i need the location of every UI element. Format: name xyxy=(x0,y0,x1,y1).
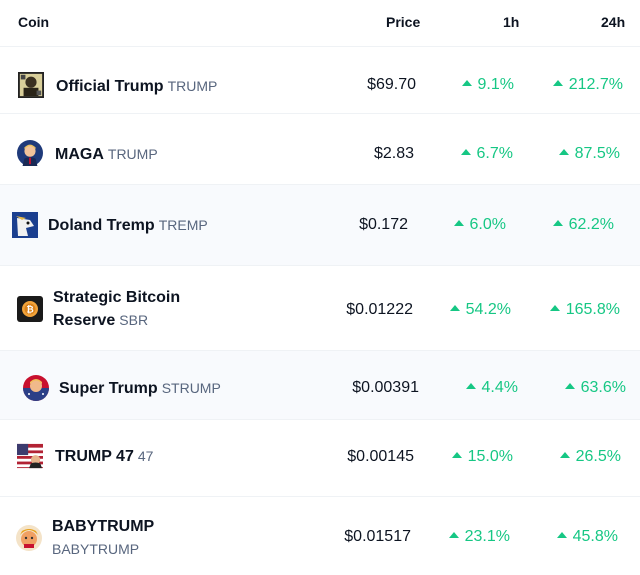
coin-name: Doland Tremp TREMP xyxy=(48,216,208,234)
change-24h: 45.8% xyxy=(518,528,618,546)
coin-cell[interactable]: ₿ Strategic Bitcoin Reserve SBR xyxy=(17,286,180,332)
coin-symbol: STRUMP xyxy=(161,379,221,396)
change-1h: 4.4% xyxy=(418,379,518,397)
coin-price: $2.83 xyxy=(373,145,414,162)
coin-cell[interactable]: Super Trump STRUMP xyxy=(23,375,221,401)
coin-price: $0.00391 xyxy=(352,379,419,396)
coin-symbol: TRUMP xyxy=(167,77,218,94)
caret-up-icon xyxy=(556,531,567,538)
svg-text:₿: ₿ xyxy=(26,305,33,316)
coin-cell[interactable]: MAGA TRUMP xyxy=(17,140,158,168)
table-row[interactable]: MAGA TRUMP $2.83 6.7% 87.5% xyxy=(0,114,640,185)
coin-name: MAGA TRUMP xyxy=(55,145,158,163)
table-row[interactable]: ₿ Strategic Bitcoin Reserve SBR $0.01222 5… xyxy=(0,266,640,351)
change-1h: 9.1% xyxy=(414,76,514,94)
table-row[interactable]: Doland Tremp TREMP $0.172 6.0% 62.2% xyxy=(0,185,640,266)
coin-name: Strategic Bitcoin Reserve SBR xyxy=(53,289,181,329)
coin-symbol: TREMP xyxy=(158,216,208,233)
caret-up-icon xyxy=(559,451,570,458)
coin-price: $0.172 xyxy=(359,216,408,233)
coin-symbol: SBR xyxy=(119,312,149,328)
caret-up-icon xyxy=(453,219,464,226)
change-24h: 26.5% xyxy=(521,448,621,466)
table-row[interactable]: Super Trump STRUMP $0.00391 4.4% 63.6% xyxy=(0,351,640,420)
coin-price: $69.70 xyxy=(367,76,416,93)
coin-symbol: 47 xyxy=(137,447,154,464)
coin-name: BABYTRUMP BABYTRUMP xyxy=(52,515,154,561)
table-row[interactable]: BABYTRUMP BABYTRUMP $0.01517 23.1% 45.8% xyxy=(0,497,640,575)
coin-cell[interactable]: Official Trump TRUMP xyxy=(18,72,217,100)
coin-name: Official Trump TRUMP xyxy=(56,77,218,95)
table-row[interactable]: Official Trump TRUMP $69.70 9.1% 212.7% xyxy=(0,47,640,114)
caret-up-icon xyxy=(552,79,563,86)
coin-cell[interactable]: BABYTRUMP BABYTRUMP xyxy=(16,515,154,561)
coin-symbol: TRUMP xyxy=(107,145,158,162)
change-1h: 15.0% xyxy=(413,448,513,466)
change-1h: 6.0% xyxy=(406,216,506,234)
table-row[interactable]: TRUMP 47 47 $0.00145 15.0% 26.5% xyxy=(0,420,640,497)
change-24h: 212.7% xyxy=(523,76,623,94)
super-trump-avatar-icon xyxy=(23,375,49,401)
table-header: Coin Price 1h 24h xyxy=(0,0,640,47)
column-header-1h[interactable]: 1h xyxy=(503,14,520,30)
column-header-24h[interactable]: 24h xyxy=(601,14,626,30)
coin-name: Super Trump STRUMP xyxy=(59,379,221,397)
change-1h: 54.2% xyxy=(411,301,511,319)
caret-up-icon xyxy=(451,451,462,458)
caret-up-icon xyxy=(448,531,459,538)
bitcoin-coin-icon: ₿ xyxy=(17,296,43,322)
coin-cell[interactable]: TRUMP 47 47 xyxy=(17,443,153,469)
caret-up-icon xyxy=(558,148,569,155)
caret-up-icon xyxy=(552,219,563,226)
change-24h: 87.5% xyxy=(520,145,620,163)
babytrump-avatar-icon xyxy=(16,525,42,551)
coin-price: $0.01222 xyxy=(346,301,413,318)
change-1h: 6.7% xyxy=(413,145,513,163)
caret-up-icon xyxy=(449,304,460,311)
coin-symbol: BABYTRUMP xyxy=(52,541,140,557)
caret-up-icon xyxy=(564,382,575,389)
tremp-avatar-icon xyxy=(12,212,38,238)
change-24h: 63.6% xyxy=(526,379,626,397)
caret-up-icon xyxy=(465,382,476,389)
change-24h: 62.2% xyxy=(514,216,614,234)
column-header-price[interactable]: Price xyxy=(386,14,421,30)
column-header-coin[interactable]: Coin xyxy=(18,14,50,30)
caret-up-icon xyxy=(460,148,471,155)
caret-up-icon xyxy=(461,79,472,86)
change-1h: 23.1% xyxy=(410,528,510,546)
coin-price: $0.00145 xyxy=(347,448,414,465)
coin-name: TRUMP 47 47 xyxy=(55,447,154,465)
us-flag-icon xyxy=(17,443,45,469)
coin-price: $0.01517 xyxy=(344,528,411,545)
caret-up-icon xyxy=(549,304,560,311)
maga-avatar-icon xyxy=(17,140,45,168)
change-24h: 165.8% xyxy=(520,301,620,319)
trump-portrait-icon xyxy=(18,72,46,100)
coin-cell[interactable]: Doland Tremp TREMP xyxy=(12,212,208,238)
